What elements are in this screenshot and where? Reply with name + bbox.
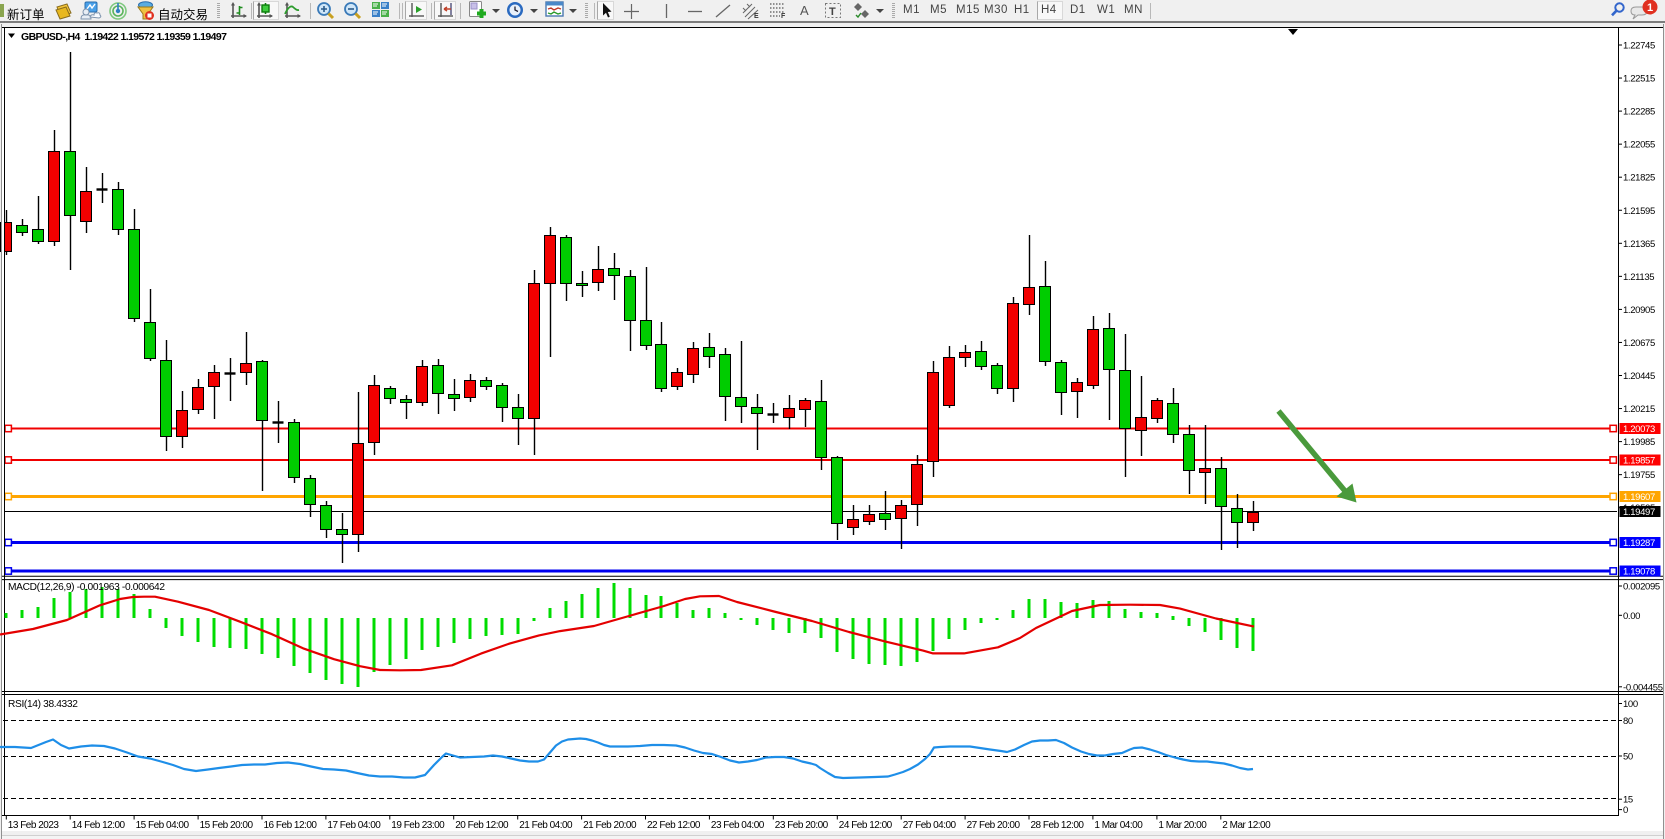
svg-text:100: 100 — [1623, 699, 1638, 710]
svg-text:1.20215: 1.20215 — [1623, 404, 1655, 415]
svg-text:1 Mar 04:00: 1 Mar 04:00 — [1094, 820, 1143, 831]
svg-text:50: 50 — [1623, 752, 1633, 763]
svg-text:23 Feb 04:00: 23 Feb 04:00 — [711, 820, 765, 831]
svg-text:-0.004455: -0.004455 — [1623, 682, 1663, 693]
svg-text:1: 1 — [1647, 2, 1653, 14]
svg-text:20 Feb 12:00: 20 Feb 12:00 — [455, 820, 509, 831]
svg-text:21 Feb 04:00: 21 Feb 04:00 — [519, 820, 573, 831]
svg-text:2 Mar 12:00: 2 Mar 12:00 — [1222, 820, 1271, 831]
svg-text:1.21825: 1.21825 — [1623, 173, 1655, 184]
svg-text:1.21135: 1.21135 — [1623, 272, 1654, 283]
svg-text:21 Feb 20:00: 21 Feb 20:00 — [583, 820, 637, 831]
svg-text:15 Feb 20:00: 15 Feb 20:00 — [200, 820, 254, 831]
svg-text:15: 15 — [1623, 795, 1633, 806]
svg-text:F: F — [781, 13, 786, 20]
svg-text:1.19287: 1.19287 — [1623, 538, 1655, 549]
svg-text:1.21595: 1.21595 — [1623, 206, 1655, 217]
svg-text:1.20445: 1.20445 — [1623, 371, 1655, 382]
svg-text:1.20073: 1.20073 — [1623, 424, 1655, 435]
svg-text:24 Feb 12:00: 24 Feb 12:00 — [839, 820, 893, 831]
svg-text:16 Feb 12:00: 16 Feb 12:00 — [264, 820, 318, 831]
svg-text:1.22285: 1.22285 — [1623, 107, 1655, 118]
svg-text:GBPUSD-,H4 1.19422 1.19572 1.: GBPUSD-,H4 1.19422 1.19572 1.19359 1.194… — [21, 31, 227, 43]
svg-text:MACD(12,26,9) -0.001963 -0.000: MACD(12,26,9) -0.001963 -0.000642 — [8, 582, 165, 593]
svg-text:22 Feb 12:00: 22 Feb 12:00 — [647, 820, 701, 831]
svg-text:15 Feb 04:00: 15 Feb 04:00 — [136, 820, 190, 831]
svg-text:23 Feb 20:00: 23 Feb 20:00 — [775, 820, 829, 831]
svg-text:T: T — [829, 6, 836, 18]
svg-text:1.19857: 1.19857 — [1623, 456, 1655, 467]
svg-text:RSI(14) 38.4332: RSI(14) 38.4332 — [8, 699, 78, 710]
svg-text:27 Feb 04:00: 27 Feb 04:00 — [903, 820, 957, 831]
svg-text:1.19078: 1.19078 — [1623, 567, 1655, 578]
svg-text:1.20675: 1.20675 — [1623, 338, 1655, 349]
svg-text:1.19497: 1.19497 — [1623, 507, 1655, 518]
svg-text:28 Feb 12:00: 28 Feb 12:00 — [1031, 820, 1085, 831]
svg-text:80: 80 — [1623, 716, 1633, 727]
svg-text:1.20905: 1.20905 — [1623, 305, 1655, 316]
svg-text:E: E — [754, 13, 759, 20]
svg-text:1.22515: 1.22515 — [1623, 74, 1655, 85]
svg-text:1.21365: 1.21365 — [1623, 239, 1655, 250]
svg-text:0.00: 0.00 — [1623, 611, 1640, 622]
svg-text:17 Feb 04:00: 17 Feb 04:00 — [327, 820, 381, 831]
svg-text:1.19607: 1.19607 — [1623, 492, 1655, 503]
svg-text:14 Feb 12:00: 14 Feb 12:00 — [72, 820, 126, 831]
svg-text:0.002095: 0.002095 — [1623, 582, 1660, 593]
svg-text:13 Feb 2023: 13 Feb 2023 — [8, 820, 60, 831]
svg-text:1.19755: 1.19755 — [1623, 470, 1655, 481]
svg-text:1.19985: 1.19985 — [1623, 437, 1655, 448]
svg-text:1 Mar 20:00: 1 Mar 20:00 — [1158, 820, 1207, 831]
svg-text:27 Feb 20:00: 27 Feb 20:00 — [967, 820, 1021, 831]
svg-text:19 Feb 23:00: 19 Feb 23:00 — [391, 820, 445, 831]
svg-text:0: 0 — [1623, 805, 1628, 816]
svg-text:1.22745: 1.22745 — [1623, 41, 1655, 52]
svg-text:1.22055: 1.22055 — [1623, 140, 1655, 151]
